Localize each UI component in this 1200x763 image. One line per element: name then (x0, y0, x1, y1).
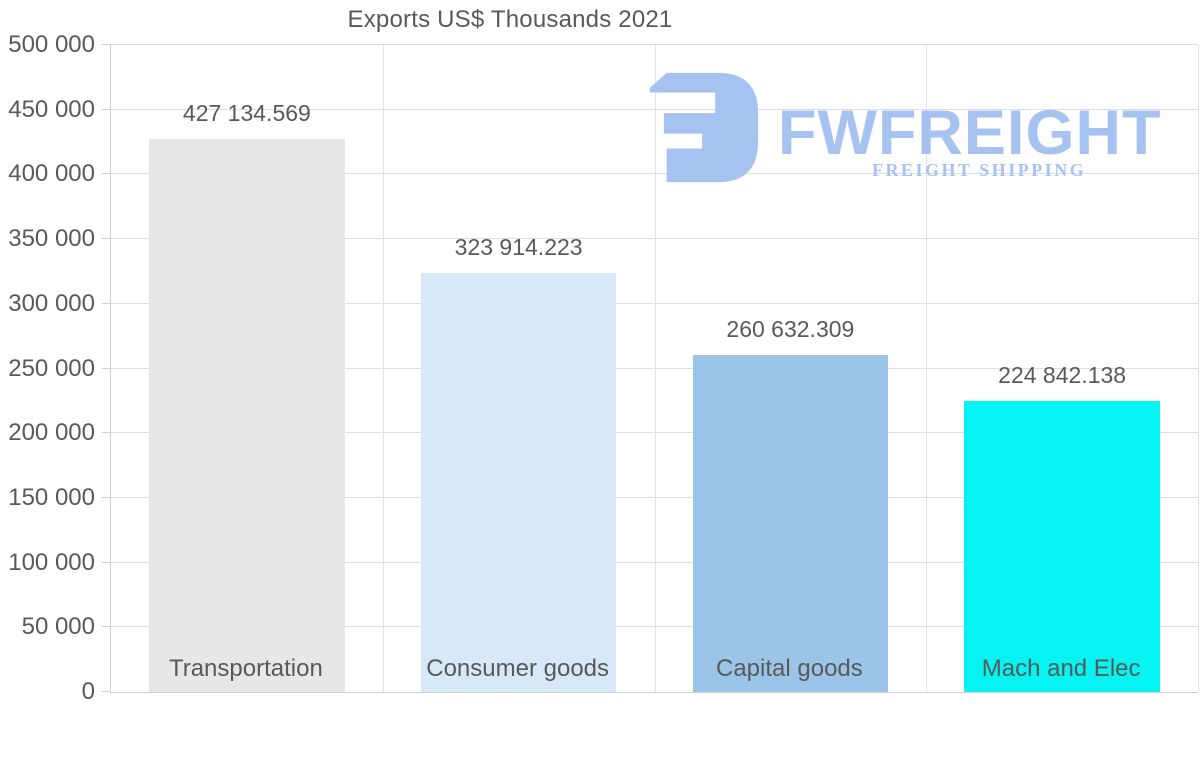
y-tick-mark (102, 367, 111, 369)
y-tick-mark (102, 626, 111, 628)
y-tick-label: 300 000 (8, 289, 95, 317)
chart-title: Exports US$ Thousands 2021 (347, 6, 673, 33)
x-gridline (382, 45, 384, 692)
bar-consumer-goods (420, 272, 617, 692)
y-tick-label: 400 000 (8, 160, 95, 188)
y-tick-mark (102, 496, 111, 498)
y-tick-label: 350 000 (8, 225, 95, 253)
x-tick-label: Capital goods (715, 655, 863, 682)
y-tick-mark (102, 691, 111, 692)
y-tick-mark (102, 238, 111, 240)
x-tick-label: Mach and Elec (981, 655, 1141, 682)
bar-value-label: 427 134.569 (182, 100, 311, 127)
y-tick-mark (102, 561, 111, 563)
bar-value-label: 260 632.309 (726, 315, 855, 342)
x-gridline (926, 45, 928, 692)
y-tick-label: 250 000 (8, 354, 95, 382)
y-tick-mark (102, 108, 111, 110)
y-tick-label: 100 000 (8, 548, 95, 576)
bar-value-label: 323 914.223 (454, 233, 583, 260)
x-tick-label: Consumer goods (426, 655, 610, 682)
bar-capital-goods (692, 354, 889, 692)
x-tick-label: Transportation (168, 655, 323, 682)
y-tick-mark (102, 44, 111, 45)
y-tick-label: 200 000 (8, 419, 95, 447)
bar-value-label: 224 842.138 (998, 362, 1127, 389)
y-gridline (111, 44, 1198, 45)
y-tick-mark (102, 173, 111, 175)
y-tick-label: 150 000 (8, 483, 95, 511)
y-tick-mark (102, 432, 111, 434)
y-tick-label: 50 000 (21, 613, 95, 641)
y-tick-label: 500 000 (8, 31, 95, 58)
plot-area: 0 50 000 100 000 150 000 200 000 250 000 300 0… (8, 31, 1199, 705)
y-tick-label: 0 (81, 678, 95, 705)
x-gridline (654, 45, 656, 692)
bar-mach-and-elec (964, 401, 1160, 692)
x-gridline (1198, 45, 1199, 692)
y-tick-label: 450 000 (8, 95, 95, 123)
y-tick-mark (102, 302, 111, 304)
bar-transportation (149, 139, 345, 692)
